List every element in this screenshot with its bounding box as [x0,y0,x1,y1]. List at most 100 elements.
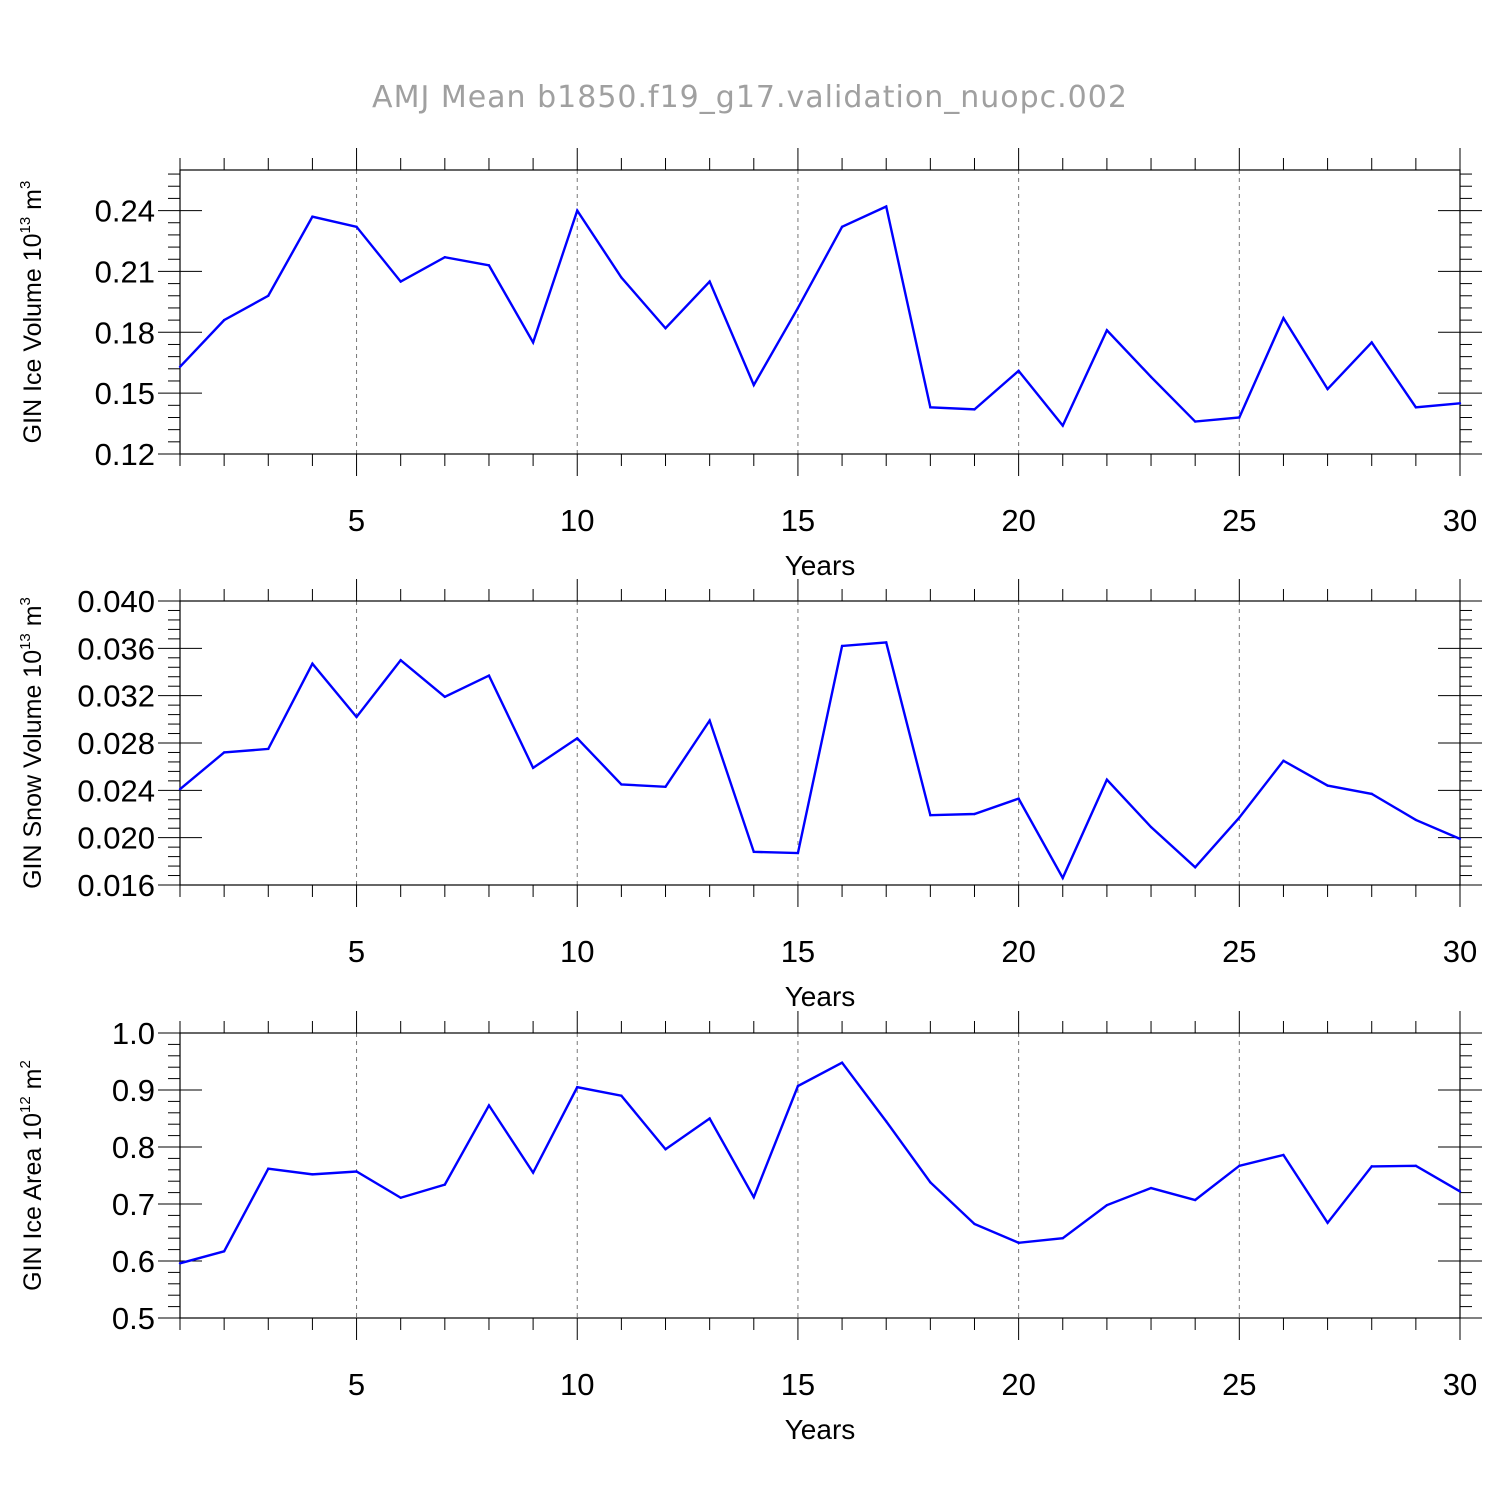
panel-3: 0.5 0.6 0.7 0.8 0.9 1.0 5 10 15 20 25 30 Years GIN Ic… [17,1011,1482,1445]
data-point [840,225,844,228]
x-axis-title: Years [785,981,856,1012]
data-point [443,1183,447,1186]
data-point [708,280,711,283]
y-axis-title: GIN Snow Volume 1013 m3 [17,597,47,889]
data-point [708,1117,711,1120]
plot-frame [179,169,1461,455]
data-point [1370,1165,1373,1168]
data-point [1458,837,1462,841]
y-axis-title-unit: m [19,1069,47,1097]
data-point [531,341,535,344]
data-point [620,276,623,279]
data-point [664,785,667,788]
data-point [487,264,491,267]
data-point [222,318,226,322]
data-point [576,1085,579,1089]
data-point [1458,402,1462,405]
data-point [576,737,579,740]
y-axis-title-text: GIN Snow Volume 10 [19,650,47,889]
data-point [885,205,888,208]
data-point [1149,1186,1153,1190]
data-point [1414,1164,1418,1168]
data-point [267,1167,270,1170]
data-point [929,406,932,409]
data-point [399,280,402,283]
y-tick-label: 0.036 [77,631,155,666]
panels: 0.120.150.180.210.245 10 15 20 25 30YearsGIN … [17,148,1482,1445]
x-tick-label: 30 [1443,934,1477,969]
data-point [840,644,844,648]
data-point [620,783,623,786]
data-point [973,812,976,816]
data-point [399,1196,402,1199]
x-tick-label: 25 [1222,503,1256,538]
data-point [222,1250,226,1253]
data-point [1326,784,1329,787]
data-point [1061,1237,1064,1240]
y-tick-label: 0.18 [95,315,155,350]
data-point [1017,369,1020,373]
data-point [796,1084,800,1088]
y-axis-title-unit-exponent: 3 [17,597,34,605]
y-axis-title-unit-exponent: 2 [17,1060,34,1068]
y-tick-label: 0.8 [112,1130,155,1165]
data-point [443,256,447,259]
data-point [1458,1190,1462,1193]
data-point [752,850,755,854]
data-point [1282,316,1285,320]
data-point [355,715,358,719]
y-tick-label: 0.7 [112,1187,155,1222]
data-point [1193,866,1197,869]
y-axis-title-unit: m [19,189,47,217]
data-point [1414,406,1418,409]
y-tick-label: 0.040 [77,584,155,619]
x-axis-title: Years [785,1414,856,1445]
data-point [664,1148,667,1151]
y-tick-label: 0.024 [77,773,155,808]
data-point [355,225,358,228]
data-point [222,751,226,754]
x-tick-label: 20 [1001,503,1035,538]
y-tick-label: 0.15 [95,376,155,411]
x-tick-label: 15 [781,1367,815,1402]
data-point [487,674,491,677]
data-point [1414,818,1418,822]
plot-frame [179,600,1461,886]
y-tick-label: 0.016 [77,868,155,903]
x-tick-label: 5 [348,1367,365,1402]
y-axis-title-exponent: 13 [17,633,34,650]
data-point [531,1171,535,1174]
data-point [267,747,270,751]
x-tick-label: 10 [560,1367,594,1402]
x-tick-label: 20 [1001,1367,1035,1402]
data-point [752,383,755,387]
data-point [1193,1198,1197,1202]
data-point [1061,876,1064,880]
data-point [1238,816,1241,819]
data-point [399,658,402,662]
y-axis-title-text: GIN Ice Volume 10 [19,233,47,443]
data-point [796,306,800,310]
data-point [576,209,579,212]
data-point [840,1061,844,1064]
data-point [973,408,976,411]
data-point [355,1170,358,1173]
y-axis-title: GIN Ice Area 1012 m2 [17,1060,47,1291]
x-tick-label: 5 [348,934,365,969]
series-line-1 [179,204,1461,428]
data-point [178,787,182,791]
panel-2: 0.016 0.020 0.024 0.028 0.032 0.036 0.040 5 10 15… [17,579,1482,1012]
x-tick-label: 30 [1443,1367,1477,1402]
data-point [311,662,314,665]
data-point [1149,825,1153,829]
data-point [885,1120,888,1123]
x-tick-label: 25 [1222,1367,1256,1402]
data-point [1238,416,1241,419]
data-point [267,294,270,297]
x-tick-label: 15 [781,934,815,969]
series-line-1 [179,1061,1461,1265]
x-axis-title: Years [785,550,856,581]
x-tick-label: 25 [1222,934,1256,969]
y-tick-label: 0.21 [95,254,155,289]
y-axis-title-text: GIN Ice Area 10 [19,1113,47,1291]
